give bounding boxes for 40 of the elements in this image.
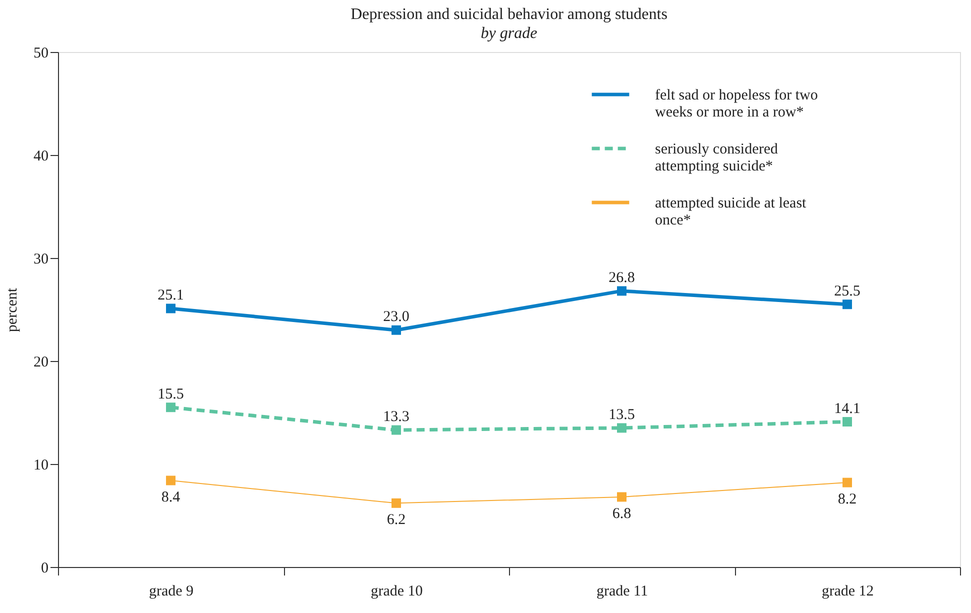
point	[392, 325, 401, 335]
data-label: 25.5	[834, 283, 860, 300]
data-label: 13.3	[383, 409, 410, 426]
point	[617, 423, 626, 433]
point	[617, 286, 626, 296]
point	[842, 417, 852, 427]
point	[392, 498, 401, 508]
data-label: 15.5	[158, 386, 184, 402]
y-tick-label: 20	[34, 354, 48, 370]
data-label: 6.8	[612, 506, 632, 522]
legend-label: attempted suicide at least once*	[655, 196, 808, 228]
data-label: 13.5	[608, 406, 635, 423]
legend-label: seriously considered attempting suicide*	[655, 142, 778, 174]
data-label: 8.2	[838, 492, 857, 508]
chart-title: Depression and suicidal behavior among students	[350, 6, 668, 23]
point	[842, 478, 852, 488]
x-tick-label: grade 12	[822, 584, 874, 600]
point	[392, 425, 401, 435]
y-tick-label: 0	[41, 560, 48, 576]
x-tick-label: grade 9	[148, 584, 194, 600]
y-tick-label: 30	[34, 252, 48, 268]
point	[166, 402, 176, 412]
data-label: 25.1	[158, 287, 184, 304]
y-axis-title: percent	[4, 287, 20, 332]
data-label: 23.0	[383, 309, 410, 326]
chart-subtitle: by grade	[480, 25, 538, 42]
data-label: 14.1	[834, 400, 860, 417]
point	[842, 300, 852, 310]
point	[166, 304, 176, 314]
x-tick-label: grade 11	[596, 584, 648, 600]
data-label: 6.2	[386, 512, 406, 528]
x-tick-label: grade 10	[370, 584, 423, 600]
y-tick-label: 10	[34, 458, 48, 474]
point	[617, 492, 626, 502]
data-label: 8.4	[161, 489, 181, 506]
legend-label: felt sad or hopeless for two weeks or more in a row*	[655, 88, 818, 120]
data-label: 26.8	[608, 270, 635, 286]
y-tick-label: 40	[34, 148, 48, 164]
point	[166, 476, 176, 486]
y-tick-label: 50	[34, 46, 48, 62]
